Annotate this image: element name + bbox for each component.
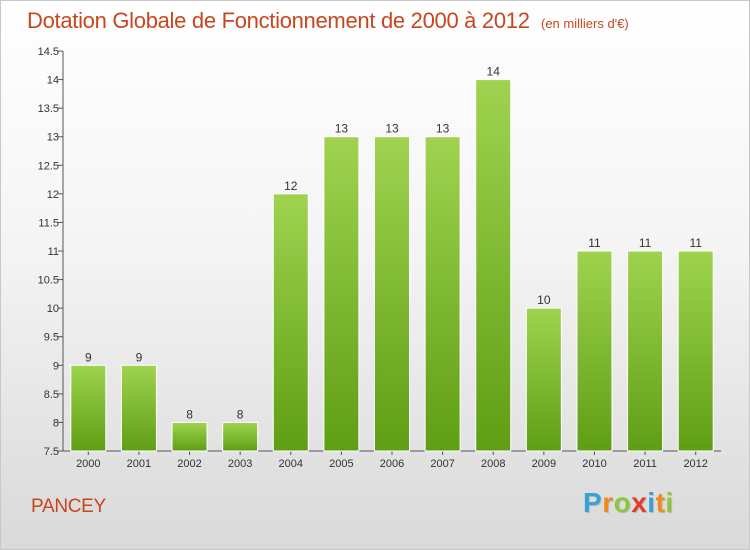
- x-tick-label-2010: 2010: [582, 458, 606, 470]
- bar-2009: [525, 307, 562, 452]
- logo-letter: o: [613, 487, 632, 518]
- bar-2012: [677, 250, 714, 452]
- y-tick-label: 7.5: [44, 446, 59, 458]
- bar-2004: [272, 193, 309, 452]
- y-tick-label: 8.5: [44, 389, 59, 401]
- bar-2008: [475, 79, 512, 452]
- x-tick-label-2003: 2003: [228, 458, 252, 470]
- data-label-2008: 14: [487, 65, 501, 79]
- x-tick-label-2002: 2002: [177, 458, 201, 470]
- logo-letter: x: [631, 487, 648, 518]
- logo-letter: r: [602, 487, 614, 518]
- x-axis: 2000 2001 2002 2003 2004 2005 2006 2007 2008 2009…: [63, 450, 721, 470]
- x-tick-label-2007: 2007: [430, 458, 454, 470]
- bar-2007: [424, 136, 461, 452]
- data-label-2006: 13: [385, 122, 399, 136]
- y-tick-label: 14.5: [38, 46, 59, 58]
- data-label-2002: 8: [186, 407, 193, 421]
- place-name: PANCEY: [31, 496, 106, 517]
- y-tick-label: 11: [48, 246, 59, 258]
- x-tick-label-2008: 2008: [481, 458, 505, 470]
- bar-2003: [222, 421, 259, 452]
- x-tick-label-2000: 2000: [76, 458, 100, 470]
- bar-2006: [374, 136, 410, 452]
- x-tick-label-2001: 2001: [127, 458, 151, 470]
- x-tick-label-2009: 2009: [532, 458, 556, 470]
- data-label-2003: 8: [237, 407, 244, 421]
- logo-letter: i: [647, 487, 656, 518]
- y-tick-label: 13.5: [38, 103, 59, 115]
- data-label-2012: 11: [689, 236, 702, 250]
- data-label-2004: 12: [284, 179, 298, 193]
- y-tick-label: 9.5: [44, 332, 59, 344]
- bar-2001: [120, 364, 157, 452]
- x-tick-label-2006: 2006: [380, 458, 404, 470]
- x-tick-label-2005: 2005: [329, 458, 353, 470]
- y-tick-label: 11.5: [38, 217, 59, 229]
- bar-2005: [323, 136, 360, 452]
- y-tick-label: 12.5: [38, 160, 59, 172]
- x-tick-label-2011: 2011: [633, 458, 657, 470]
- y-tick-label: 14: [47, 75, 59, 87]
- bar-2011: [627, 250, 664, 452]
- bar-2002: [171, 421, 208, 452]
- data-label-2007: 13: [436, 122, 450, 136]
- y-tick-label: 12: [47, 189, 59, 201]
- data-label-2011: 11: [639, 236, 652, 250]
- y-tick-label: 10.5: [38, 275, 59, 287]
- data-label-2009: 10: [537, 293, 551, 307]
- x-tick-label-2012: 2012: [683, 458, 707, 470]
- y-tick-label: 10: [47, 303, 59, 315]
- y-tick-label: 9: [53, 360, 59, 372]
- x-tick-label-2004: 2004: [279, 458, 303, 470]
- data-label-2001: 9: [136, 350, 143, 364]
- chart-subtitle: (en milliers d'€): [541, 16, 629, 31]
- logo-letter: i: [665, 487, 674, 518]
- y-tick-label: 13: [47, 132, 59, 144]
- bar-2000: [70, 364, 107, 452]
- logo-letter: t: [655, 487, 666, 518]
- y-tick-label: 8: [53, 417, 59, 429]
- data-label-2005: 13: [335, 122, 349, 136]
- data-labels: 9 9 8 8 12 13 13 13 14 10 11 11 11: [85, 65, 702, 422]
- logo-letter: P: [583, 487, 603, 518]
- data-label-2000: 9: [85, 350, 92, 364]
- chart-title: Dotation Globale de Fonctionnement de 20…: [27, 8, 530, 33]
- bars: [70, 79, 714, 452]
- proxiti-logo: Proxiti: [583, 487, 674, 519]
- y-axis: 7.5 8 8.5 9 9.5 10 10.5 11 11.5 12 12.5 13 13.5 14 14.…: [38, 46, 64, 458]
- bar-2010: [576, 250, 613, 452]
- data-label-2010: 11: [588, 236, 601, 250]
